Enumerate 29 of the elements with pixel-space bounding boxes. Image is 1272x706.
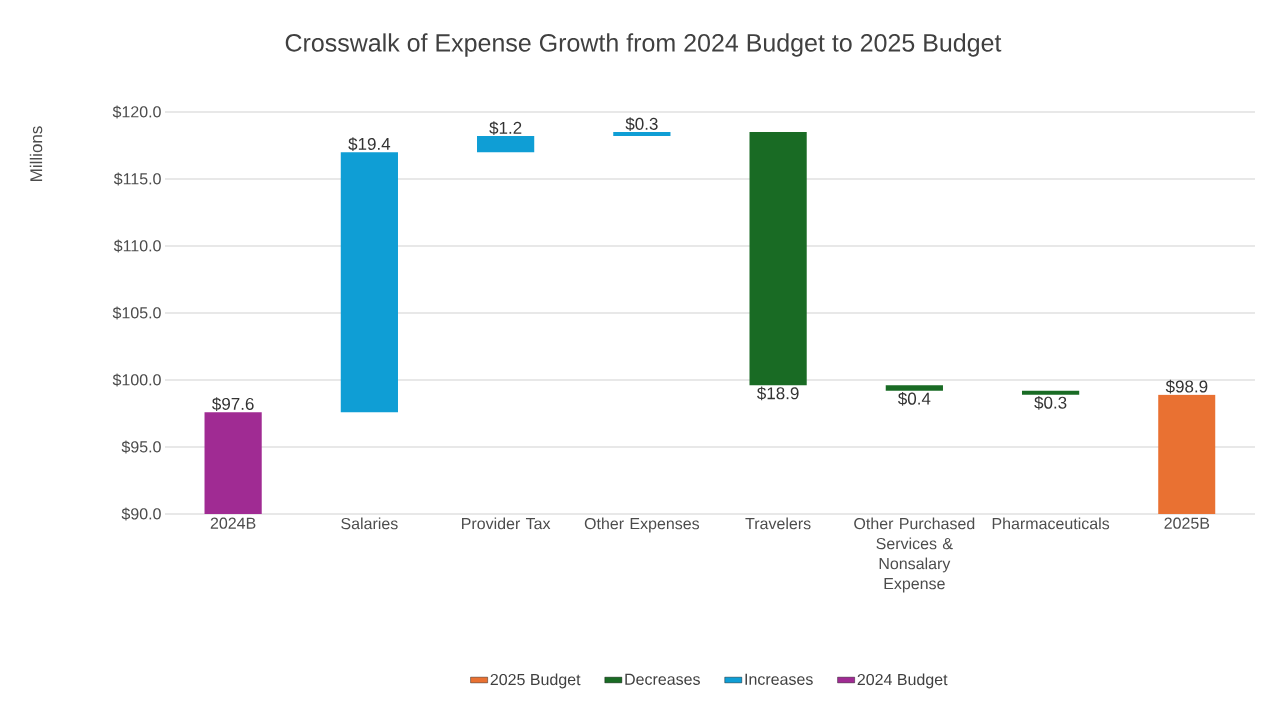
legend-label: 2024 Budget [857, 673, 948, 689]
data-label: $97.6 [212, 397, 254, 411]
y-tick-label: $90.0 [121, 507, 161, 521]
x-tick-label: Other Expenses [584, 517, 700, 533]
x-tick-label: Travelers [745, 517, 811, 530]
data-label: $0.3 [1034, 395, 1067, 410]
y-tick-label: $105.0 [112, 306, 161, 320]
y-tick-label: $120.0 [112, 105, 161, 119]
y-tick-label: $110.0 [113, 239, 161, 253]
data-label: $1.2 [489, 121, 522, 135]
y-tick-label: $95.0 [121, 440, 161, 454]
y-tick-label: $115.0 [113, 172, 161, 186]
x-tick-label: Other Purchased Services & Nonsalary Expense [854, 517, 975, 593]
data-label: $0.4 [898, 391, 931, 406]
legend-label: 2025 Budget [490, 673, 581, 689]
chart-title: Crosswalk of Expense Growth from 2024 Budget to 2025 Budget [285, 33, 1002, 57]
x-tick-label: Salaries [341, 517, 398, 530]
x-tick-label: Pharmaceuticals [992, 517, 1110, 530]
data-label: $98.9 [1165, 379, 1208, 394]
y-tick-label: $100.0 [112, 373, 161, 387]
legend-label: Decreases [625, 673, 700, 685]
x-tick-label: 2025B [1164, 517, 1210, 529]
legend-label: Increases [745, 673, 813, 685]
x-tick-label: Provider Tax [462, 517, 551, 530]
x-tick-label: 2024B [210, 517, 256, 529]
y-axis-title: Millions [29, 126, 43, 181]
data-label: $19.4 [348, 137, 391, 151]
data-label: $0.3 [625, 117, 658, 131]
data-label: $18.9 [757, 386, 799, 401]
